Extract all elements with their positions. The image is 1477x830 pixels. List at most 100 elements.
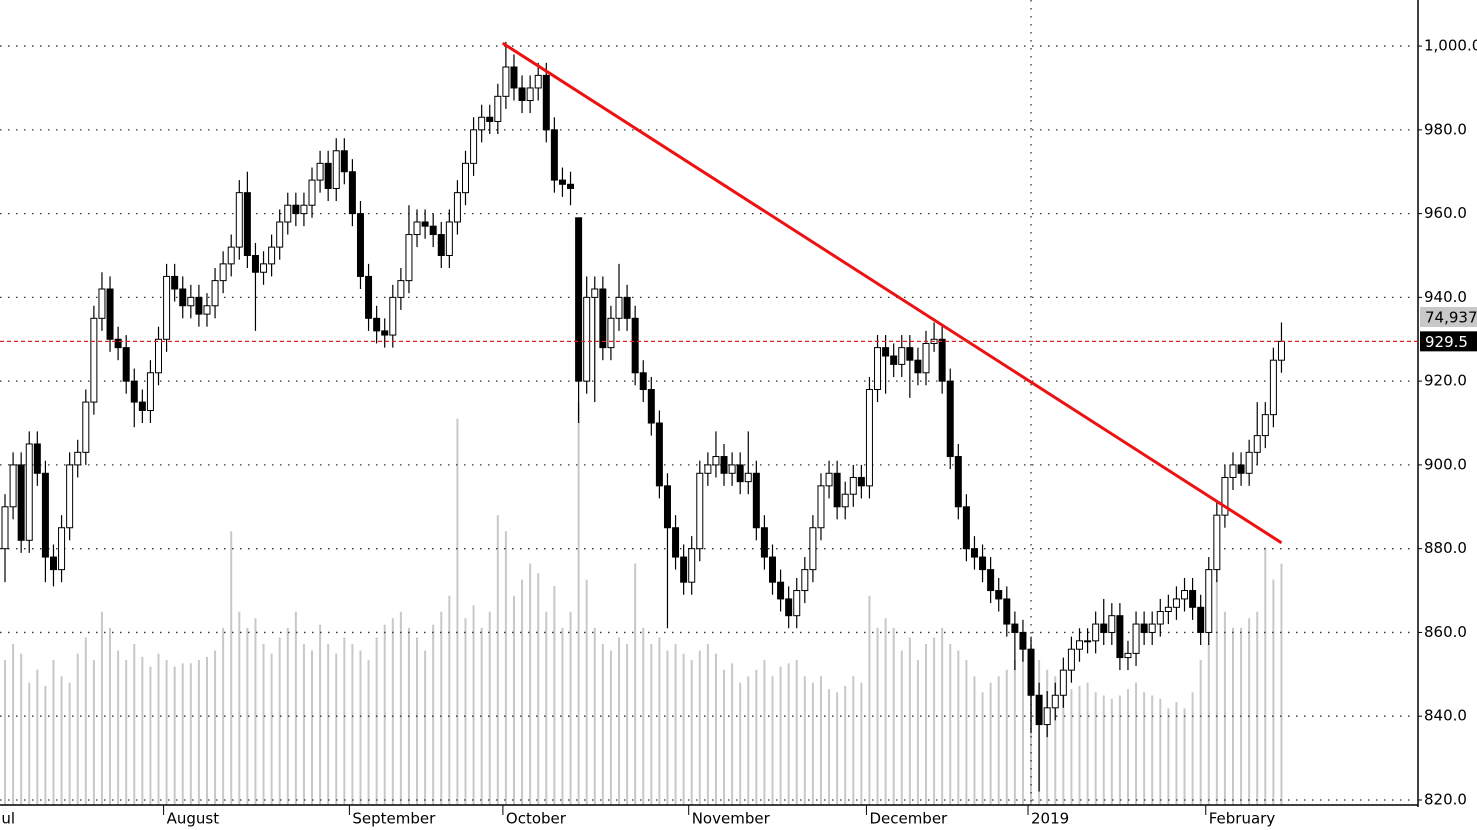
candle-body [284, 204, 292, 223]
candle-body [340, 150, 348, 173]
volume-label-box [1420, 307, 1477, 327]
candle-body [1035, 694, 1043, 726]
x-tick-label: December [869, 810, 948, 828]
candle-body [66, 464, 74, 529]
y-tick-label: 940.0 [1424, 288, 1467, 306]
x-tick-label: October [506, 810, 567, 828]
candle-body [1237, 464, 1245, 474]
candle-body [138, 401, 146, 411]
candle-body [114, 338, 122, 349]
candle-body [219, 263, 227, 282]
candle-body [478, 116, 486, 131]
candle-body [122, 347, 130, 382]
candle-body [599, 288, 607, 349]
candle-body [203, 305, 211, 315]
candle-body [623, 296, 631, 319]
candle-body [276, 221, 284, 248]
y-tick-label: 980.0 [1424, 120, 1467, 138]
candle-body [663, 485, 671, 529]
y-tick-label: 860.0 [1424, 623, 1467, 641]
candle-body [1084, 640, 1092, 643]
candle-body [348, 171, 356, 215]
candle-body [211, 280, 219, 307]
candle-body [1253, 435, 1261, 453]
candle-body [607, 317, 615, 349]
y-tick-label: 900.0 [1424, 455, 1467, 473]
candle-body [486, 116, 494, 122]
candle-body [1116, 615, 1124, 659]
candle-body [526, 87, 534, 102]
y-tick-label: 920.0 [1424, 372, 1467, 390]
candle-body [9, 464, 17, 508]
candle-body [1269, 359, 1277, 416]
candle-body [712, 456, 720, 466]
volume-label: 74,937 [1425, 309, 1477, 327]
candle-body [308, 179, 316, 206]
candle-body [857, 476, 865, 487]
candle-body [1181, 590, 1189, 600]
candle-body [268, 246, 276, 265]
candle-body [591, 288, 599, 298]
y-tick-label: 840.0 [1424, 707, 1467, 725]
candle-body [882, 347, 890, 357]
candle-body [1092, 623, 1100, 642]
candle-body [615, 296, 623, 319]
candle-body [1067, 648, 1075, 671]
candle-body [825, 472, 833, 487]
candle-body [1221, 476, 1229, 516]
candle-body [534, 74, 542, 89]
candle-body [421, 221, 429, 227]
candle-body [90, 317, 98, 403]
candle-body [1108, 615, 1116, 633]
candle-body [583, 296, 591, 382]
price-label: 929.5 [1425, 333, 1468, 351]
candle-body [373, 317, 381, 332]
y-tick-label: 1,000.0 [1424, 37, 1477, 55]
candle-body [1189, 590, 1197, 608]
candle-body [1059, 669, 1067, 696]
candle-body [688, 548, 696, 583]
candle-body [146, 372, 154, 411]
candle-body [631, 317, 639, 374]
candle-body [397, 280, 405, 298]
candle-body [1003, 598, 1011, 625]
candle-body [680, 556, 688, 583]
x-tick-label: September [352, 810, 436, 828]
candle-body [445, 221, 453, 256]
candle-body [906, 347, 914, 361]
candle-body [1019, 631, 1027, 650]
candle-body [809, 527, 817, 571]
candle-body [1156, 610, 1164, 625]
candle-body [163, 275, 171, 340]
candle-body [696, 472, 704, 550]
candle-body [1043, 707, 1051, 726]
candle-body [381, 330, 389, 336]
candle-body [1075, 640, 1083, 650]
candle-body [1172, 598, 1180, 608]
candle-body [938, 338, 946, 382]
candle-body [82, 401, 90, 453]
candle-body [365, 275, 373, 319]
candle-body [187, 296, 195, 307]
candle-body [567, 183, 575, 189]
candle-body [946, 380, 954, 458]
candle-body [25, 443, 33, 541]
candle-body [179, 288, 187, 307]
x-tick-label: August [167, 810, 220, 828]
candle-body [672, 527, 680, 558]
candle-body [890, 355, 898, 365]
candle-body [874, 347, 882, 391]
trend-line [501, 41, 1283, 545]
candle-body [356, 213, 364, 277]
candle-body [470, 129, 478, 164]
candle-body [33, 443, 41, 474]
candle-body [405, 234, 413, 282]
candle-body [1164, 606, 1172, 612]
candle-body [865, 389, 873, 487]
candle-body [453, 192, 461, 223]
candle-body [74, 451, 82, 466]
candle-body [768, 556, 776, 583]
candle-body [575, 217, 583, 382]
candle-body [58, 527, 66, 571]
candle-body [260, 263, 268, 273]
